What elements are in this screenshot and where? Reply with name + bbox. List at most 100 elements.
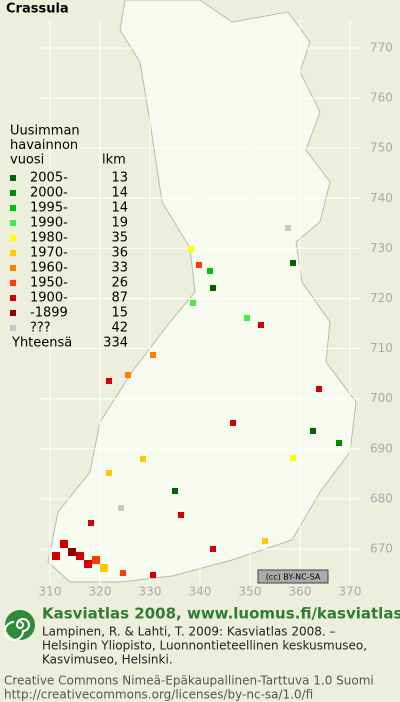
legend-count: 14 [111, 186, 128, 201]
x-grid-label: 330 [139, 585, 162, 599]
legend-label: 1990- [30, 216, 68, 231]
badge-box [257, 569, 329, 584]
legend-label: 1900- [30, 291, 68, 306]
badge-text: (cc) BY-NC-SA [266, 573, 321, 582]
square [178, 512, 184, 518]
citation-line: Kasvimuseo, Helsinki. [42, 653, 173, 667]
square [106, 378, 112, 384]
legend-count: 14 [111, 201, 128, 216]
square [172, 488, 178, 494]
legend-count: 35 [111, 231, 128, 246]
legend-swatch [10, 205, 16, 211]
square [150, 352, 156, 358]
legend-label: -1899 [30, 306, 68, 321]
legend-label: 2005- [30, 171, 68, 186]
legend-label: 1970- [30, 246, 68, 261]
square [150, 572, 156, 578]
square [76, 552, 84, 560]
footer: Lampinen, R. & Lahti, T. 2009: Kasviatla… [4, 625, 374, 702]
legend-heading: vuosi [10, 153, 44, 168]
legend-count: 26 [111, 276, 128, 291]
square [290, 455, 296, 461]
x-grid-label: 360 [289, 585, 312, 599]
legend-count: 36 [111, 246, 128, 261]
x-grid-label: 350 [239, 585, 262, 599]
square [125, 372, 131, 378]
legend-heading: Uusimman [10, 124, 80, 139]
legend-label: 1950- [30, 276, 68, 291]
square [230, 420, 236, 426]
country-outline [47, 0, 357, 583]
logo-mark [5, 610, 35, 640]
square [316, 386, 322, 392]
y-grid-label: 740 [370, 191, 393, 205]
square [196, 262, 202, 268]
square [207, 268, 213, 274]
square [140, 456, 146, 462]
square [244, 315, 250, 321]
square [120, 570, 126, 576]
logo-spiral [4, 618, 30, 641]
license-badge: (cc) BY-NC-SA [257, 569, 329, 584]
legend-swatch [10, 235, 16, 241]
square [88, 520, 94, 526]
y-grid-label: 730 [370, 241, 393, 255]
square [290, 260, 296, 266]
legend-swatch [10, 280, 16, 286]
square [190, 300, 196, 306]
legend-swatch [10, 220, 16, 226]
legend-count: 15 [111, 306, 128, 321]
legend-count-header: lkm [102, 153, 126, 168]
square [210, 546, 216, 552]
legend-swatch [10, 325, 16, 331]
x-grid-label: 340 [189, 585, 212, 599]
legend-total-count: 334 [103, 336, 128, 351]
legend-count: 13 [111, 171, 128, 186]
square [210, 285, 216, 291]
square [100, 564, 108, 572]
footer-headline: Kasviatlas 2008, www.luomus.fi/kasviatla… [42, 605, 400, 623]
square [285, 225, 291, 231]
square [60, 540, 68, 548]
square [262, 538, 268, 544]
square [68, 548, 76, 556]
square [258, 322, 264, 328]
grid [40, 20, 360, 585]
x-grid-label: 370 [339, 585, 362, 599]
y-grid-label: 750 [370, 141, 393, 155]
y-grid-label: 770 [370, 41, 393, 55]
grid-labels: 770 760 750 740 730 720 710 700 690 680 670 310 320 3… [39, 41, 393, 599]
square [310, 428, 316, 434]
y-grid-label: 700 [370, 391, 393, 405]
square [188, 246, 194, 252]
square [52, 552, 60, 560]
square [84, 560, 92, 568]
legend-count: 19 [111, 216, 128, 231]
license-line: http://creativecommons.org/licenses/by-n… [4, 688, 313, 702]
y-grid-label: 720 [370, 291, 393, 305]
legend-count: 33 [111, 261, 128, 276]
legend-label: ??? [30, 321, 51, 336]
legend-heading: havainnon [10, 138, 78, 153]
citation-line: Helsingin Yliopisto, Luonnontieteellinen… [42, 639, 367, 653]
legend-label: 1980- [30, 231, 68, 246]
y-grid-label: 670 [370, 542, 393, 556]
legend-label: 1995- [30, 201, 68, 216]
legend-swatch [10, 250, 16, 256]
citation-line: Lampinen, R. & Lahti, T. 2009: Kasviatla… [42, 625, 336, 639]
occurrence-squares [52, 225, 342, 578]
legend-count: 87 [111, 291, 128, 306]
legend-total-label: Yhteensä [11, 336, 72, 351]
x-grid-label: 310 [39, 585, 62, 599]
license-line: Creative Commons Nimeä-Epäkaupallinen-Ta… [4, 674, 374, 688]
square [118, 505, 124, 511]
square [92, 556, 100, 564]
legend-swatch [10, 265, 16, 271]
legend-label: 1960- [30, 261, 68, 276]
legend-swatch [10, 175, 16, 181]
y-grid-label: 680 [370, 491, 393, 505]
legend-count: 42 [111, 321, 128, 336]
square [336, 440, 342, 446]
